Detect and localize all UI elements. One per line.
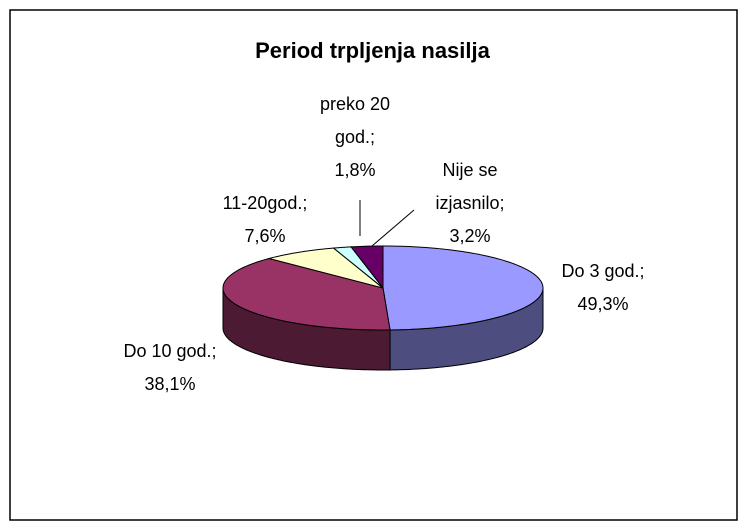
slice xyxy=(382,245,544,331)
slice xyxy=(222,257,391,331)
slice-value-label: 7,6% xyxy=(244,226,286,246)
slice-value-label: 1,8% xyxy=(334,160,376,180)
slice-label: Do 10 god.; xyxy=(123,341,217,361)
slice-label: preko 20 god.; xyxy=(319,94,391,147)
slice-label: Nije se izjasnilo; xyxy=(435,160,505,213)
slice xyxy=(267,247,384,289)
slice-value-label: 49,3% xyxy=(577,294,629,314)
slice-label: Do 3 god.; xyxy=(561,261,645,281)
slice-value-label: 3,2% xyxy=(449,226,491,246)
slice xyxy=(350,245,384,290)
slice-value-label: 38,1% xyxy=(144,374,196,394)
slice-label: 11-20god.; xyxy=(222,193,308,213)
chart-title: Period trpljenja nasilja xyxy=(255,38,490,63)
slice xyxy=(332,246,384,289)
leader-line xyxy=(371,209,415,247)
